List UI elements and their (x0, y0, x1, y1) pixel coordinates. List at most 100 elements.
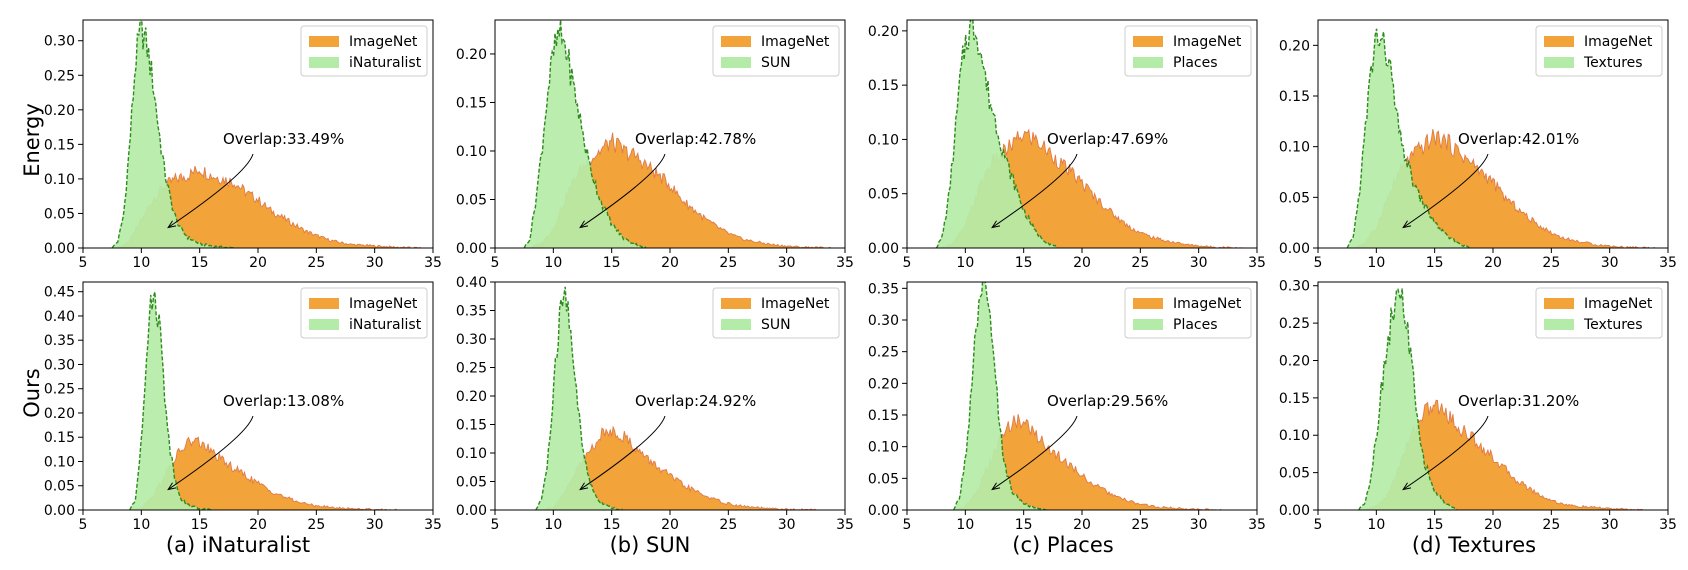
y-tick-label: 0.25 (1279, 316, 1310, 332)
y-tick-label: 0.00 (868, 241, 899, 257)
legend-swatch (721, 57, 751, 68)
y-tick-label: 0.20 (868, 376, 899, 392)
y-tick-label: 0.45 (44, 285, 75, 301)
y-tick-label: 0.40 (44, 309, 75, 325)
x-tick-label: 30 (778, 255, 796, 271)
x-tick-label: 15 (1015, 255, 1033, 271)
y-tick-label: 0.30 (868, 313, 899, 329)
overlap-annotation: Overlap:31.20% (1458, 392, 1579, 410)
x-tick-label: 35 (1248, 255, 1266, 271)
legend-label: ImageNet (1173, 296, 1242, 312)
x-tick-label: 30 (1190, 517, 1208, 533)
ood-outline (1346, 28, 1470, 248)
y-tick-label: 0.10 (1279, 140, 1310, 156)
annotation-arrowhead (579, 220, 589, 229)
y-tick-label: 0.15 (1279, 391, 1310, 407)
x-tick-label: 10 (1367, 517, 1385, 533)
annotation-arrow (579, 153, 666, 228)
y-tick-label: 0.05 (44, 479, 75, 495)
legend-swatch (1133, 57, 1163, 68)
legend-label: ImageNet (1584, 296, 1653, 312)
legend-label: Places (1173, 55, 1218, 71)
x-tick-label: 25 (719, 517, 737, 533)
y-tick-label: 0.10 (456, 446, 487, 462)
x-tick-label: 25 (307, 255, 325, 271)
y-tick-label: 0.20 (1279, 38, 1310, 54)
imagenet-area (129, 437, 398, 510)
y-tick-label: 0.20 (44, 103, 75, 119)
legend-label: ImageNet (349, 296, 418, 312)
x-tick-label: 20 (661, 517, 679, 533)
imagenet-area (541, 427, 822, 510)
x-tick-label: 10 (544, 517, 562, 533)
y-tick-label: 0.20 (456, 389, 487, 405)
x-tick-label: 5 (79, 255, 88, 271)
y-tick-label: 0.10 (868, 132, 899, 148)
annotation-arrowhead (1402, 482, 1412, 491)
y-tick-label: 0.00 (868, 503, 899, 519)
legend-label: iNaturalist (349, 317, 422, 333)
x-tick-label: 10 (544, 255, 562, 271)
imagenet-area (1364, 400, 1645, 510)
overlap-annotation: Overlap:42.78% (635, 130, 756, 148)
ood-outline (111, 20, 235, 248)
legend-label: ImageNet (349, 34, 418, 50)
y-tick-label: 0.30 (44, 357, 75, 373)
y-tick-label: 0.40 (456, 275, 487, 291)
x-tick-label: 25 (719, 255, 737, 271)
x-tick-label: 35 (836, 517, 854, 533)
x-tick-label: 35 (1659, 517, 1677, 533)
annotation-arrow (1402, 153, 1489, 228)
ood-outline (523, 20, 647, 248)
annotation-arrow (167, 415, 254, 490)
imagenet-outline (117, 165, 421, 248)
y-tick-label: 0.00 (456, 503, 487, 519)
y-tick-label: 0.15 (868, 408, 899, 424)
x-tick-label: 15 (1426, 255, 1444, 271)
chart-panel-5: 5 10 15 20 25 30 35 0.00 0.05 0.10 0.15 0.20 0.25 0.3… (456, 275, 854, 533)
legend-swatch (309, 36, 339, 47)
chart-panel-6: 5 10 15 20 25 30 35 0.00 0.05 0.10 0.15 0.20 0.25 0.3… (868, 281, 1266, 533)
y-tick-label: 0.25 (44, 382, 75, 398)
x-tick-label: 10 (132, 255, 150, 271)
chart-panel-0: 5 10 15 20 25 30 35 0.00 0.05 0.10 0.15 0.20 0.25 0.3… (44, 19, 442, 271)
ood-area (1358, 288, 1458, 510)
y-tick-label: 0.10 (44, 172, 75, 188)
ood-area (953, 282, 1047, 510)
y-tick-label: 0.00 (456, 241, 487, 257)
legend-swatch (1133, 298, 1163, 309)
x-tick-label: 25 (1131, 255, 1149, 271)
legend: ImageNet Textures (1535, 25, 1663, 77)
x-tick-label: 10 (956, 517, 974, 533)
y-tick-label: 0.20 (1279, 353, 1310, 369)
chart-panel-2: 5 10 15 20 25 30 35 0.00 0.05 0.10 0.15 0.20 ImageNe… (868, 19, 1266, 271)
x-tick-label: 25 (1542, 517, 1560, 533)
y-tick-label: 0.20 (44, 406, 75, 422)
annotation-arrowhead (991, 220, 1001, 229)
annotation-arrow (167, 153, 254, 228)
ood-outline (535, 286, 623, 510)
ood-area (524, 20, 647, 248)
x-tick-label: 30 (1601, 517, 1619, 533)
x-tick-label: 10 (956, 255, 974, 271)
y-tick-label: 0.10 (456, 144, 487, 160)
y-tick-label: 0.20 (456, 47, 487, 63)
caption-places: (c) Places (1012, 533, 1114, 557)
series-layer (129, 291, 398, 510)
y-tick-label: 0.25 (868, 345, 899, 361)
x-tick-label: 20 (1484, 255, 1502, 271)
y-tick-label: 0.15 (456, 95, 487, 111)
x-tick-label: 5 (491, 255, 500, 271)
legend-label: ImageNet (761, 34, 830, 50)
x-tick-label: 20 (1073, 517, 1091, 533)
y-tick-label: 0.00 (1279, 503, 1310, 519)
annotation-arrowhead (167, 220, 177, 229)
x-tick-label: 20 (661, 255, 679, 271)
legend-swatch (721, 36, 751, 47)
x-tick-label: 30 (366, 255, 384, 271)
chart-panel-4: 5 10 15 20 25 30 35 0.00 0.05 0.10 0.15 0.20 0.25 0.3… (44, 281, 442, 533)
legend: ImageNet iNaturalist (300, 287, 428, 339)
y-tick-label: 0.35 (456, 304, 487, 320)
annotation-arrow (991, 415, 1078, 490)
